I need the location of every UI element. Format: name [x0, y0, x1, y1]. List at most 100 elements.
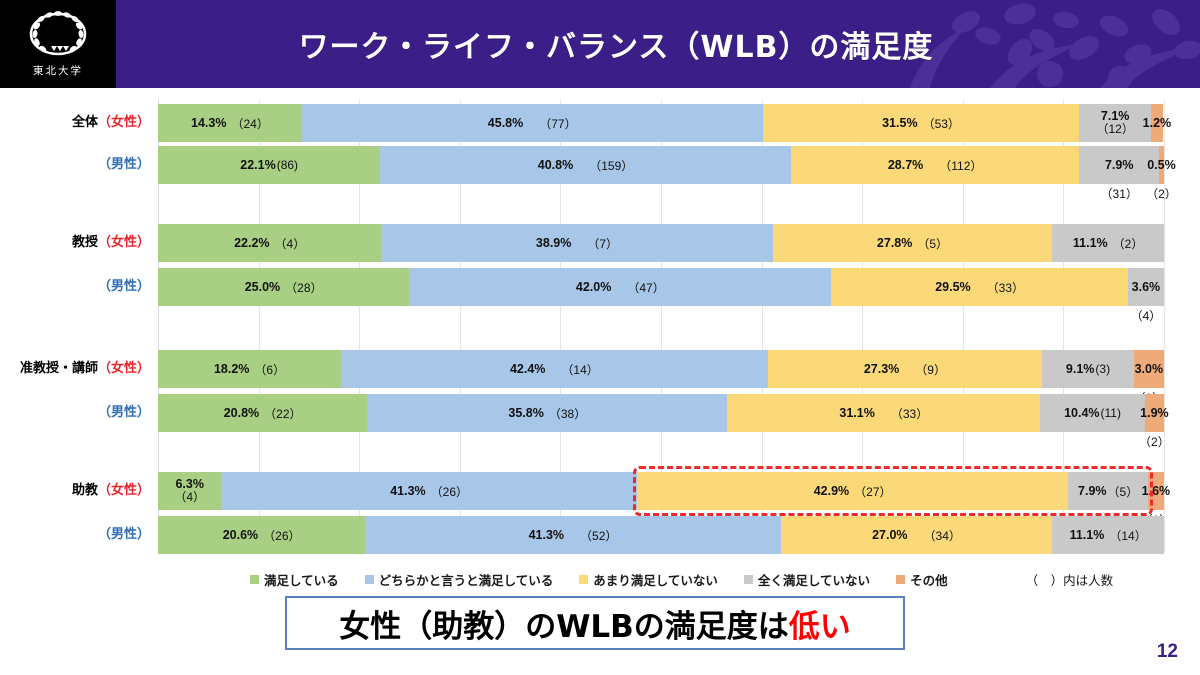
legend-note: （ ）内は人数: [1025, 572, 1114, 588]
row-label: 助教（女性）: [0, 472, 150, 510]
row-label-sex: （女性）: [97, 235, 150, 250]
bar-segment: 1.9% （2）: [1139, 394, 1170, 449]
bar-segment: 18.2% （6）: [158, 350, 342, 388]
bar-segment-count: （22）: [264, 406, 302, 421]
legend-item: 満足している: [250, 570, 339, 589]
row-label-group: 助教: [71, 483, 98, 498]
page-number: 12: [1156, 641, 1178, 662]
row-label-group: 教授: [71, 235, 98, 250]
legend-label: 満足している: [264, 572, 339, 588]
bar-segment-count: （53）: [922, 116, 960, 131]
bar-segment-percent: 20.6%: [222, 528, 259, 542]
bar-segment: 40.8% （159）: [380, 146, 791, 184]
bar-segment-count: (86): [276, 158, 299, 172]
bar-segment: 31.1% （33）: [727, 394, 1041, 432]
floral-decoration-icon: [910, 3, 1200, 88]
gridline: [761, 100, 763, 552]
bar-segment: 10.4% (11): [1040, 394, 1145, 432]
bar-segment-percent: 42.9%: [813, 484, 850, 498]
bar-segment: 27.0% （34）: [780, 516, 1053, 554]
bar-segment-count: （14）: [561, 362, 599, 377]
gridline: [258, 100, 260, 552]
chart-area: 14.3%（24）45.8%（77）31.5%（53）7.1%（12）1.2%（…: [0, 92, 1200, 562]
bar-segment: 7.9% （5）: [1068, 472, 1148, 510]
chart-bar-row: 22.1% (86) 40.8% （159） 28.7% （112） 7.9% （31） 0.5…: [158, 146, 1177, 201]
bar-segment-count: （77）: [539, 116, 577, 131]
row-label-sex: （男性）: [97, 279, 150, 294]
bar-segment-count: （2）: [1139, 435, 1170, 449]
bar-segment-percent: 40.8%: [537, 158, 574, 172]
chart-bar-row: 6.3%（4） 41.3% （26） 42.9% （27） 7.9%（5）1.6%（1）: [158, 472, 1171, 527]
bar-segment-count: （28）: [285, 280, 323, 295]
bar-segment-count: （14）: [1109, 528, 1147, 543]
university-name: 東北大学: [33, 65, 83, 77]
bar-segment: 6.3% （4）: [158, 472, 222, 510]
bar-segment-percent: 7.9%: [1104, 158, 1134, 172]
row-label-sex: （男性）: [97, 527, 150, 542]
legend-label: 全く満足していない: [757, 572, 871, 588]
bar-segment: 22.1% (86): [158, 146, 381, 184]
gridline: [560, 100, 562, 552]
row-label-sex: （女性）: [97, 483, 150, 498]
row-label: （男性）: [0, 394, 150, 432]
bar-segment: 42.0% （47）: [409, 268, 832, 306]
bar-segment: 11.1% （2）: [1052, 224, 1164, 262]
gridline: [862, 100, 864, 552]
bar-segment: 7.1% （12）: [1079, 104, 1151, 142]
row-label-sex: （男性）: [97, 405, 150, 420]
conclusion-text: 女性（助教）のWLBの満足度は低い: [339, 601, 851, 646]
university-logo: 東北大学: [0, 0, 116, 88]
bar-segment: 27.8% （5）: [772, 224, 1053, 262]
bar-segment-count: （33）: [986, 280, 1024, 295]
chart-bar-row: 14.3% （24） 45.8% （77） 31.5% （53） 7.1%（12） 1.2%（…: [158, 104, 1172, 159]
row-label-group: 全体: [71, 115, 98, 130]
bar-segment-count: （26）: [430, 484, 469, 499]
bar-segment-percent: 27.8%: [876, 236, 913, 250]
bar-segment: 20.8% （22）: [158, 394, 368, 432]
gridline: [359, 100, 361, 552]
legend-item: 全く満足していない: [743, 570, 871, 589]
bar-segment-percent: 0.5%: [1147, 158, 1176, 172]
bar-segment-count: （24）: [231, 116, 269, 131]
gridline: [459, 100, 461, 552]
legend-swatch-icon: [896, 574, 906, 584]
bar-segment-percent: 35.8%: [508, 406, 544, 420]
bar-segment-percent: 10.4%: [1064, 406, 1100, 420]
row-label: 教授（女性）: [0, 224, 150, 262]
bar-segment-count: （6）: [254, 362, 286, 377]
bar-segment-percent: 3.0%: [1134, 362, 1164, 376]
bar-segment-count: （33）: [890, 406, 929, 421]
bar-segment: 27.3% （9）: [767, 350, 1043, 388]
bar-segment-count: （159）: [589, 158, 634, 173]
bar-segment-count: (11): [1100, 406, 1121, 420]
axis-line: [158, 100, 159, 552]
bar-segment-percent: 38.9%: [535, 236, 572, 250]
bar-segment-count: （9）: [915, 362, 946, 377]
bar-segment: 1.2%（2）: [1142, 104, 1172, 159]
bar-segment-count: （31）: [1100, 187, 1138, 201]
bar-segment: 42.9% （27）: [636, 472, 1069, 510]
row-label: （男性）: [0, 268, 150, 306]
bar-segment-label: 6.3% （4）: [174, 477, 206, 505]
bar-segment-count: （2）: [1146, 187, 1177, 201]
legend-swatch-icon: [743, 574, 753, 584]
conclusion-text-highlight: 低い: [788, 608, 851, 645]
bar-segment: 22.2% （4）: [158, 224, 382, 262]
legend-swatch-icon: [364, 574, 374, 584]
bar-segment-count: （27）: [854, 484, 892, 499]
bar-segment: 29.5% （33）: [831, 268, 1128, 306]
bar-segment: 45.8% （77）: [301, 104, 763, 142]
bar-segment-count: （47）: [627, 280, 665, 295]
bar-segment: 3.6% （4）: [1127, 268, 1164, 323]
bar-segment: 35.8% （38）: [367, 394, 728, 432]
bar-segment-percent: 20.8%: [223, 406, 260, 420]
conclusion-text-main: 女性（助教）のWLBの満足度は: [339, 608, 789, 645]
bar-segment-count: （4）: [274, 236, 306, 251]
bar-segment: 41.3% （26）: [221, 472, 637, 510]
bar-segment-percent: 45.8%: [487, 116, 524, 130]
bar-segment-count: （7）: [587, 236, 619, 251]
chart-bar-row: 25.0% （28） 42.0% （47） 29.5% （33） 3.6% （4）: [158, 268, 1164, 323]
chart-legend: 満足している どちらかと言うと満足している あまり満足していない 全く満足していない そ…: [0, 566, 1200, 592]
bar-segment: 28.7% （112）: [790, 146, 1080, 184]
bar-segment: 0.5% （2）: [1146, 146, 1177, 201]
